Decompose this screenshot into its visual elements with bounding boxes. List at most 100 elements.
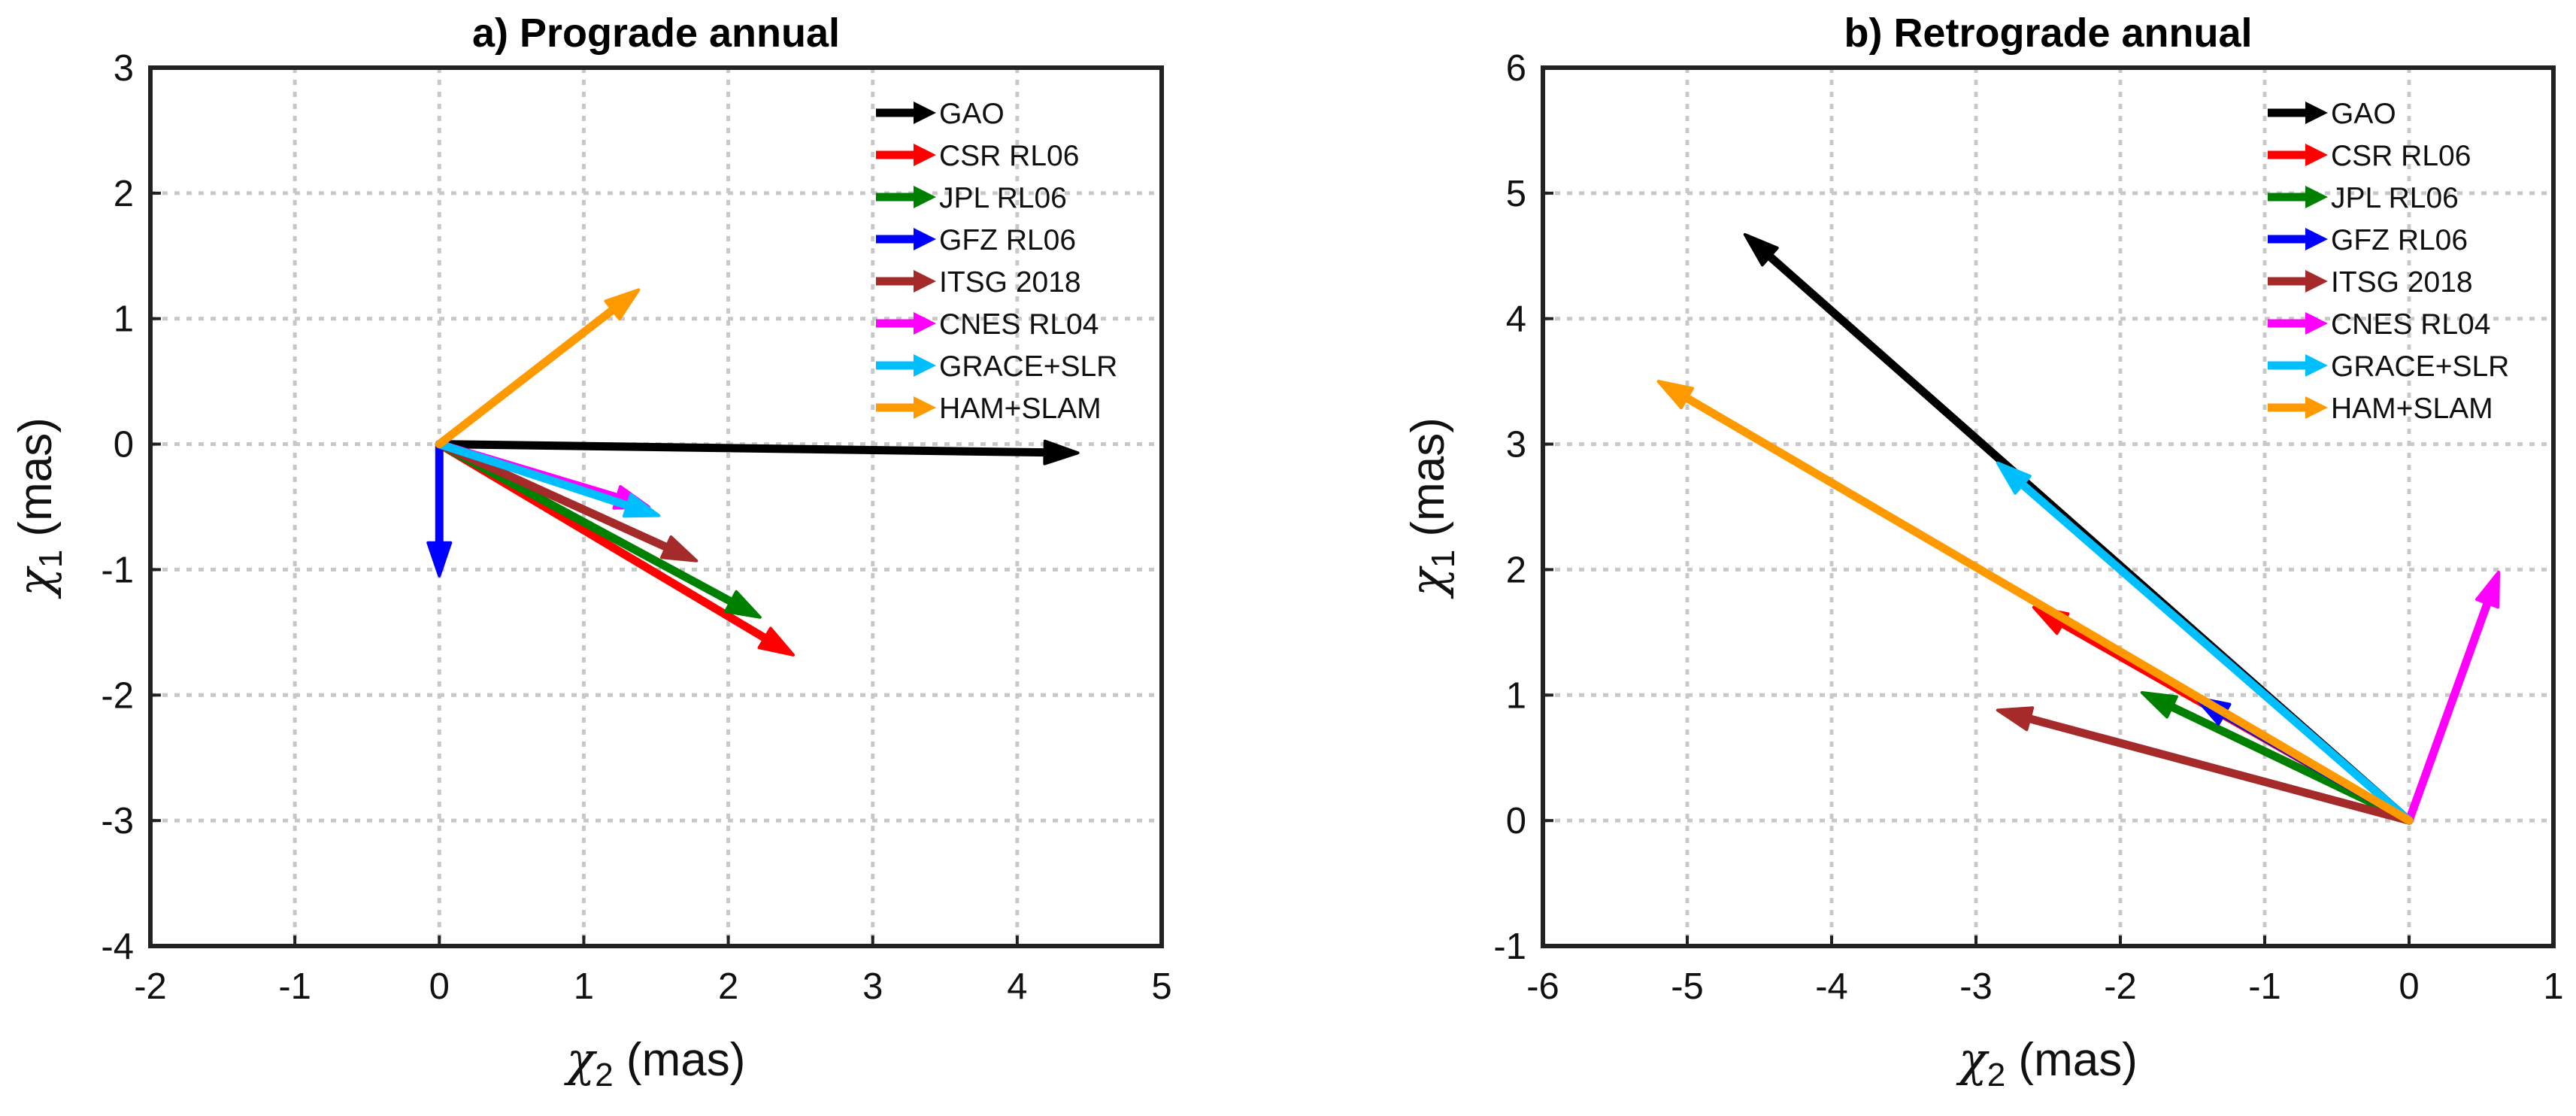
chart-a-legend-arrow-itsg-2018: [914, 270, 936, 293]
chart-b-vector-cnes-rl04: [2405, 570, 2501, 825]
chart-b-vector-head-itsg-2018: [1996, 706, 2035, 732]
chart-a-vector-gao: [435, 439, 1080, 466]
chart-a-legend-item-ham-slam: HAM+SLAM: [876, 393, 1102, 425]
chart-a-legend-item-gfz-rl06: GFZ RL06: [876, 224, 1076, 256]
chart-a-xlabel: χ2 (mas): [564, 1032, 746, 1093]
chart-b-vector-head-ham-slam: [1656, 380, 1695, 410]
chart-a-vector-head-grace-slr: [622, 493, 661, 518]
chart-a: GAO CSR RL06 JPL RL06 GFZ RL06 ITSG 2018 CNES…: [8, 11, 1172, 1093]
chart-b-legend-item-gfz-rl06: GFZ RL06: [2268, 224, 2468, 256]
chart-b-xlabel-symbol: χ: [1956, 1032, 1990, 1087]
chart-b-ytick-label: -1: [1493, 926, 1526, 967]
chart-b-legend-label: ITSG 2018: [2331, 266, 2473, 299]
chart-a-xtick-label: 5: [1151, 966, 1171, 1007]
chart-b-legend-item-grace-slr: GRACE+SLR: [2268, 350, 2509, 383]
chart-b-ylabel-sub: 1: [1425, 550, 1462, 568]
chart-a-ytick-label: -3: [101, 801, 134, 842]
chart-a-legend-arrow-gfz-rl06: [914, 228, 936, 250]
chart-b-ytick-label: 5: [1506, 174, 1526, 214]
chart-a-ylabel-sub: 1: [32, 550, 69, 568]
chart-a-legend-label: JPL RL06: [939, 182, 1067, 214]
chart-b-legend-arrow-gao: [2305, 102, 2328, 124]
chart-a-ytick-label: -4: [101, 926, 134, 967]
chart-b-xtick-label: -2: [2104, 966, 2137, 1007]
chart-a-legend-item-jpl-rl06: JPL RL06: [876, 182, 1067, 214]
chart-a-legend-arrow-jpl-rl06: [914, 186, 936, 208]
chart-b-ytick-label: 1: [1506, 675, 1526, 716]
chart-a-vector-shaft-ham-slam: [435, 305, 617, 449]
chart-b-title: b) Retrograde annual: [1844, 11, 2252, 56]
chart-b-legend-item-csr-rl06: CSR RL06: [2268, 140, 2471, 172]
chart-b-xtick-label: -3: [1959, 966, 1993, 1007]
chart-b-vector-shaft-grace-slr: [2018, 480, 2414, 825]
chart-a-vector-head-gfz-rl06: [426, 541, 453, 578]
chart-a-legend-label: HAM+SLAM: [939, 393, 1102, 425]
chart-a-legend-arrow-cnes-rl04: [914, 312, 936, 335]
chart-a-legend: GAO CSR RL06 JPL RL06 GFZ RL06 ITSG 2018 CNES…: [876, 98, 1117, 425]
chart-a-vector-shaft-itsg-2018: [435, 440, 671, 552]
chart-b-legend-label: CNES RL04: [2331, 308, 2490, 341]
chart-b-legend: GAO CSR RL06 JPL RL06 GFZ RL06 ITSG 2018 CNES…: [2268, 98, 2509, 425]
chart-a-legend-item-gao: GAO: [876, 98, 1005, 130]
chart-b-vector-grace-slr: [1996, 461, 2414, 825]
chart-b-xlabel-unit: (mas): [2005, 1034, 2138, 1086]
chart-a-legend-item-cnes-rl04: CNES RL04: [876, 308, 1099, 341]
chart-a-legend-item-itsg-2018: ITSG 2018: [876, 266, 1081, 299]
chart-a-legend-label: CSR RL06: [939, 140, 1079, 172]
chart-b-xtick-label: 0: [2399, 966, 2419, 1007]
chart-a-xtick-label: 3: [862, 966, 883, 1007]
chart-b-legend-item-cnes-rl04: CNES RL04: [2268, 308, 2490, 341]
chart-a-title: a) Prograde annual: [472, 11, 840, 56]
chart-a-vector-shaft-grace-slr: [435, 440, 632, 510]
chart-a-legend-item-grace-slr: GRACE+SLR: [876, 350, 1117, 383]
chart-a-xlabel-unit: (mas): [614, 1034, 746, 1086]
chart-a-ylabel: χ1 (mas): [8, 417, 69, 599]
chart-b-frame: [1541, 65, 2556, 948]
chart-a-frame: [148, 65, 1164, 948]
chart-a-legend-arrow-csr-rl06: [914, 144, 936, 166]
chart-b-xlabel-sub: 2: [1987, 1057, 2005, 1093]
chart-a-xlabel-symbol: χ: [564, 1032, 598, 1087]
chart-b-vector-shaft-cnes-rl04: [2405, 599, 2492, 825]
chart-a-ytick-label: 2: [114, 174, 134, 214]
chart-a-legend-arrow-grace-slr: [914, 354, 936, 377]
chart-b-vector-shaft-ham-slam: [1683, 393, 2414, 825]
chart-a-xtick-label: 2: [718, 966, 738, 1007]
chart-b-legend-label: GFZ RL06: [2331, 224, 2468, 256]
chart-a-xtick-label: 0: [429, 966, 450, 1007]
chart-a-ytick-label: -2: [101, 675, 134, 716]
chart-a-vector-ham-slam: [435, 288, 641, 449]
chart-a-ytick-label: 0: [114, 425, 134, 466]
chart-b-legend-label: GRACE+SLR: [2331, 350, 2509, 383]
chart-b-legend-arrow-csr-rl06: [2305, 144, 2328, 166]
chart-b-legend-item-jpl-rl06: JPL RL06: [2268, 182, 2459, 214]
chart-a-legend-label: GFZ RL06: [939, 224, 1076, 256]
chart-a-legend-label: GRACE+SLR: [939, 350, 1117, 383]
chart-b-xlabel: χ2 (mas): [1956, 1032, 2138, 1093]
chart-b-vector-head-jpl-rl06: [2140, 690, 2178, 719]
chart-a-ylabel-symbol: χ: [8, 566, 62, 599]
chart-a-xtick-label: 4: [1007, 966, 1027, 1007]
chart-b-xtick-label: 1: [2543, 966, 2563, 1007]
chart-a-legend-arrow-ham-slam: [914, 396, 936, 419]
chart-a-vector-head-gao: [1043, 439, 1080, 466]
chart-b-legend-item-itsg-2018: ITSG 2018: [2268, 266, 2473, 299]
chart-b-ytick-label: 0: [1506, 801, 1526, 842]
chart-b-legend-arrow-jpl-rl06: [2305, 186, 2328, 208]
chart-b-xtick-label: -6: [1526, 966, 1559, 1007]
chart-a-vector-itsg-2018: [435, 440, 699, 563]
chart-a-vector-head-ham-slam: [604, 288, 641, 321]
chart-b-legend-arrow-grace-slr: [2305, 354, 2328, 377]
chart-b-vector-shaft-itsg-2018: [2025, 714, 2414, 825]
chart-b-vector-itsg-2018: [1996, 706, 2414, 825]
chart-b-legend-arrow-itsg-2018: [2305, 270, 2328, 293]
chart-b: GAO CSR RL06 JPL RL06 GFZ RL06 ITSG 2018 CNES…: [1400, 11, 2564, 1093]
chart-a-xtick-label: -2: [134, 966, 167, 1007]
chart-a-vector-head-csr-rl06: [757, 626, 796, 657]
chart-a-xtick-label: 1: [574, 966, 594, 1007]
chart-b-legend-item-ham-slam: HAM+SLAM: [2268, 393, 2493, 425]
chart-a-xtick-label: -1: [278, 966, 311, 1007]
chart-b-ytick-label: 2: [1506, 550, 1526, 590]
chart-b-ytick-label: 6: [1506, 48, 1526, 89]
